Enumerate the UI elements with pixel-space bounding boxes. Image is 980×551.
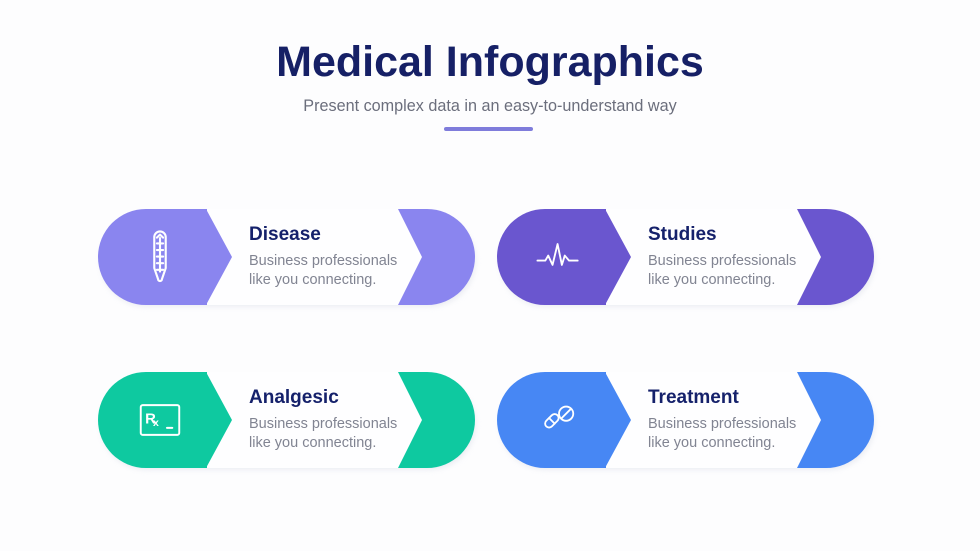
svg-text:x: x [153,417,159,429]
